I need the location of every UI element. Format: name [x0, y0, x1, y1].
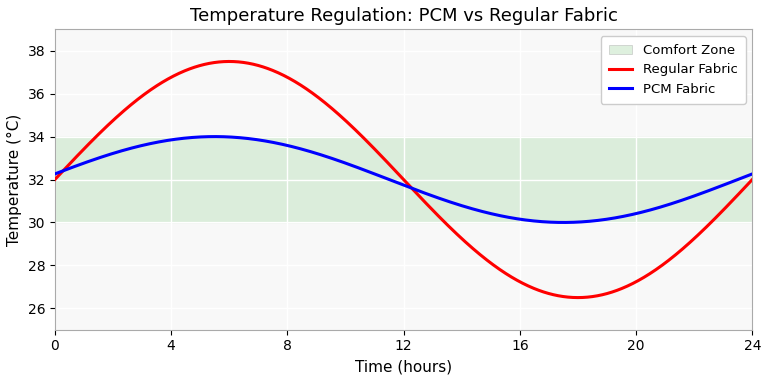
Regular Fabric: [333, 111, 343, 116]
Regular Fabric: [595, 293, 604, 298]
Regular Fabric: [50, 177, 59, 182]
Regular Fabric: [358, 135, 367, 139]
Regular Fabric: [608, 290, 617, 294]
Regular Fabric: [530, 287, 539, 291]
PCM Fabric: [358, 167, 367, 172]
X-axis label: Time (hours): Time (hours): [355, 359, 452, 374]
PCM Fabric: [210, 134, 220, 139]
PCM Fabric: [608, 216, 617, 221]
Regular Fabric: [748, 177, 757, 182]
PCM Fabric: [121, 147, 131, 152]
Bar: [55, 137, 753, 223]
PCM Fabric: [748, 171, 757, 176]
Line: Regular Fabric: Regular Fabric: [55, 61, 753, 298]
Regular Fabric: [573, 295, 582, 300]
Y-axis label: Temperature (°C): Temperature (°C): [7, 114, 22, 246]
Line: PCM Fabric: PCM Fabric: [55, 137, 753, 223]
PCM Fabric: [333, 158, 343, 163]
Regular Fabric: [225, 59, 234, 64]
Regular Fabric: [121, 107, 131, 111]
PCM Fabric: [530, 219, 539, 223]
Legend: Comfort Zone, Regular Fabric, PCM Fabric: Comfort Zone, Regular Fabric, PCM Fabric: [601, 36, 746, 104]
PCM Fabric: [50, 171, 59, 176]
PCM Fabric: [595, 218, 604, 223]
Title: Temperature Regulation: PCM vs Regular Fabric: Temperature Regulation: PCM vs Regular F…: [190, 7, 617, 25]
PCM Fabric: [558, 220, 568, 225]
